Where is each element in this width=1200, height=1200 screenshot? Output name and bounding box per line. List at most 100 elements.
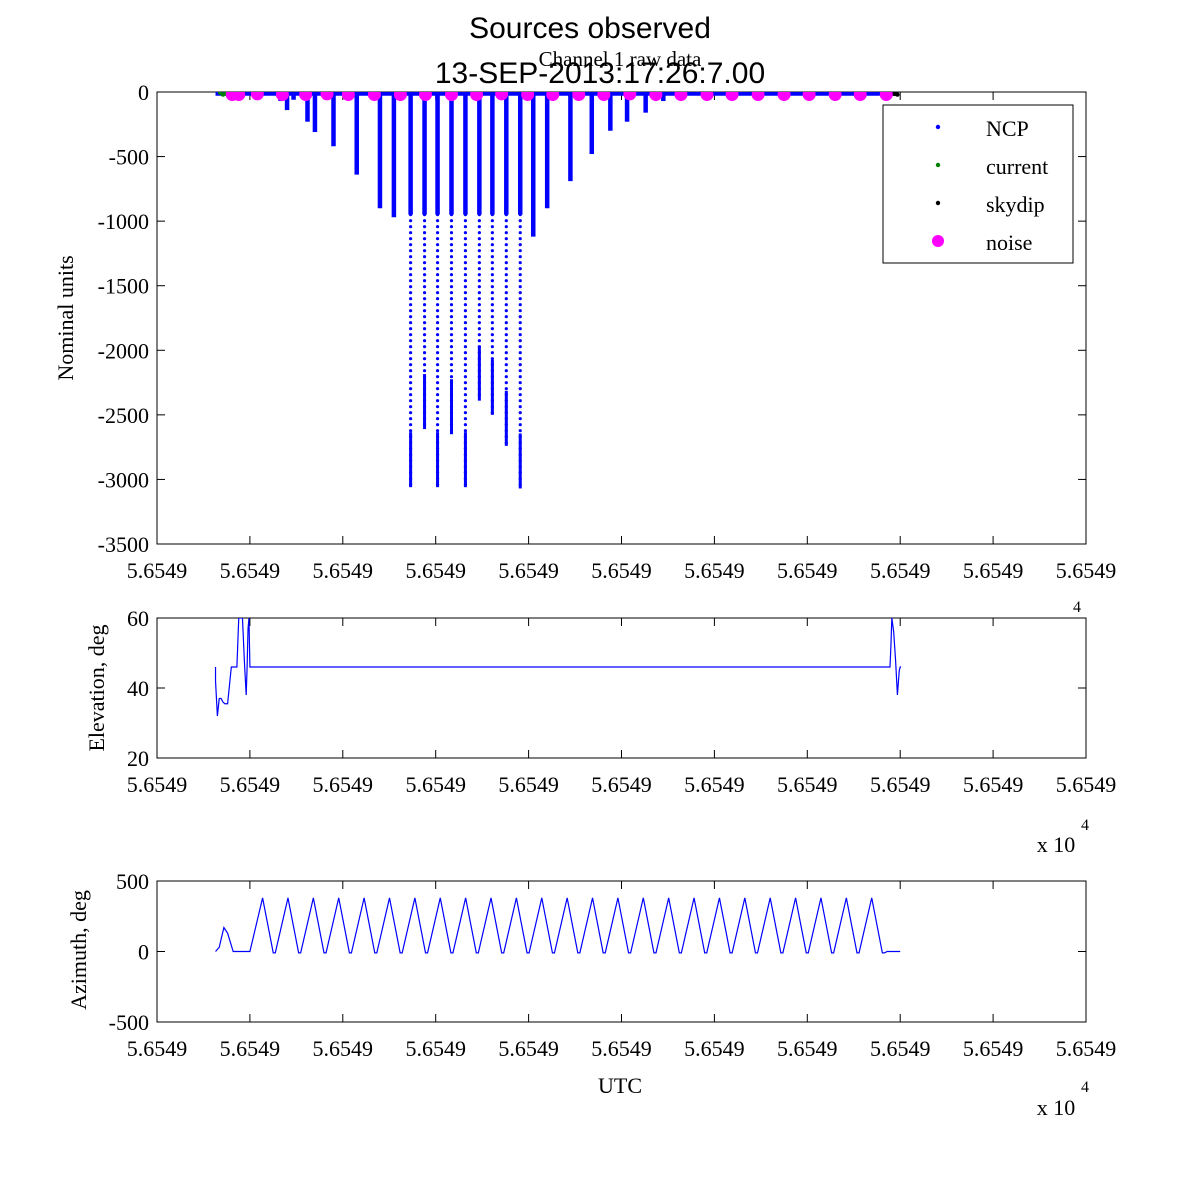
azimuth-series-group [215, 897, 901, 954]
elevation-xtick-label: 5.6549 [684, 772, 745, 797]
azimuth-ytick-label: 0 [138, 940, 149, 965]
raw-xtick-label: 5.6549 [313, 558, 374, 583]
azimuth-xlabel: UTC [598, 1073, 642, 1098]
legend-label: noise [986, 230, 1032, 255]
raw-ytick-label: -1000 [98, 209, 149, 234]
elevation-xtick-label: 5.6549 [870, 772, 931, 797]
azimuth-multiplier-exp: 4 [1081, 1079, 1089, 1096]
raw-series-group [215, 92, 900, 489]
legend-item-current: current [935, 154, 1048, 179]
noise-point [623, 92, 637, 101]
raw-ytick-label: -3500 [98, 532, 149, 557]
noise-point [418, 92, 432, 102]
elevation-multiplier-exp: 4 [1081, 817, 1089, 834]
skydip-point [895, 92, 900, 97]
ncp-spike [422, 92, 427, 430]
azimuth-xtick-label: 5.6549 [1056, 1036, 1117, 1061]
elevation-xtick-label: 5.6549 [220, 772, 281, 797]
raw-ytick-label: -3000 [98, 467, 149, 492]
azimuth-xtick-label: 5.6549 [220, 1036, 281, 1061]
azimuth-xtick-label: 5.6549 [870, 1036, 931, 1061]
ncp-spike [517, 92, 523, 489]
raw-ytick-label: -1500 [98, 274, 149, 299]
azimuth-multiplier: x 10 [1037, 1095, 1076, 1120]
elevation-xtick-label: 5.6549 [1056, 772, 1117, 797]
raw-data-legend: NCP current skydip noise [882, 104, 1074, 264]
raw-ytick-label: -500 [109, 145, 149, 170]
noise-point [367, 92, 381, 102]
ncp-spike [490, 92, 495, 415]
raw-xtick-label: 5.6549 [405, 558, 466, 583]
azimuth-xtick-label: 5.6549 [591, 1036, 652, 1061]
figure-title-line2: 13-SEP-2013:17:26:7.00 [435, 57, 765, 90]
raw-xtick-label: 5.6549 [591, 558, 652, 583]
azimuth-ylabel: Azimuth, deg [66, 890, 91, 1010]
elevation-ytick-label: 40 [127, 676, 149, 701]
raw-xtick-label: 5.6549 [870, 558, 931, 583]
noise-point [649, 92, 663, 102]
azimuth-xtick-label: 5.6549 [127, 1036, 188, 1061]
legend-marker [935, 124, 941, 130]
noise-point [828, 92, 842, 102]
legend-box [882, 104, 1074, 264]
azimuth-plot-frame [156, 880, 1087, 1023]
noise-point [495, 92, 509, 101]
noise-point [777, 92, 791, 102]
figure-title-line1: Sources observed [469, 12, 711, 45]
noise-point [250, 92, 264, 101]
legend-item-noise: noise [932, 230, 1032, 255]
legend-label: NCP [986, 116, 1029, 141]
elevation-ytick-label: 20 [127, 746, 149, 771]
ncp-spike [477, 92, 482, 401]
azimuth-ytick-label: 500 [116, 869, 149, 894]
raw-xtick-label: 5.6549 [963, 558, 1024, 583]
azimuth-axes: 5.6549 5.6549 5.6549 5.6549 5.6549 5.6549 5.65… [109, 869, 1117, 1061]
legend-marker [932, 235, 944, 247]
noise-point [521, 92, 535, 102]
raw-xtick-label: 5.6549 [1056, 558, 1117, 583]
elevation-xtick-label: 5.6549 [498, 772, 559, 797]
legend-marker [935, 162, 941, 168]
elevation-xtick-label: 5.6549 [591, 772, 652, 797]
elevation-line [214, 618, 902, 717]
raw-multiplier-exp: 4 [1073, 599, 1081, 616]
noise-point [853, 92, 867, 102]
raw-ytick-label: -2500 [98, 403, 149, 428]
raw-ylabel: Nominal units [53, 255, 78, 380]
noise-point [674, 92, 688, 102]
elevation-xtick-label: 5.6549 [313, 772, 374, 797]
raw-ytick-label: -2000 [98, 338, 149, 363]
noise-point [572, 92, 586, 102]
legend-marker [935, 200, 941, 206]
raw-xtick-label: 5.6549 [498, 558, 559, 583]
elevation-ylabel: Elevation, deg [84, 624, 109, 751]
noise-point [470, 92, 484, 102]
ncp-spike [435, 92, 440, 488]
raw-subplot-title: Channel 1 raw data [539, 47, 702, 71]
noise-point [546, 92, 560, 102]
ncp-spike [504, 92, 509, 446]
azimuth-xtick-label: 5.6549 [405, 1036, 466, 1061]
noise-point [802, 92, 816, 102]
noise-point [597, 92, 611, 102]
legend-item-skydip: skydip [935, 192, 1045, 217]
legend-label: current [986, 154, 1048, 179]
noise-point [879, 92, 893, 102]
ncp-spike [463, 92, 468, 488]
ncp-spike [408, 92, 413, 488]
elevation-ytick-label: 60 [127, 606, 149, 631]
noise-point [444, 92, 458, 102]
azimuth-line [215, 897, 901, 954]
ncp-spike [449, 92, 454, 435]
legend-label: skydip [986, 192, 1045, 217]
elevation-multiplier: x 10 [1037, 832, 1076, 857]
elevation-series-group [214, 618, 902, 717]
noise-point [341, 92, 355, 102]
elevation-xtick-label: 5.6549 [777, 772, 838, 797]
raw-xtick-label: 5.6549 [684, 558, 745, 583]
elevation-axes: 5.6549 5.6549 5.6549 5.6549 5.6549 5.6549 5.65… [127, 606, 1117, 797]
elevation-xtick-label: 5.6549 [963, 772, 1024, 797]
noise-point [700, 92, 714, 102]
raw-xtick-label: 5.6549 [777, 558, 838, 583]
